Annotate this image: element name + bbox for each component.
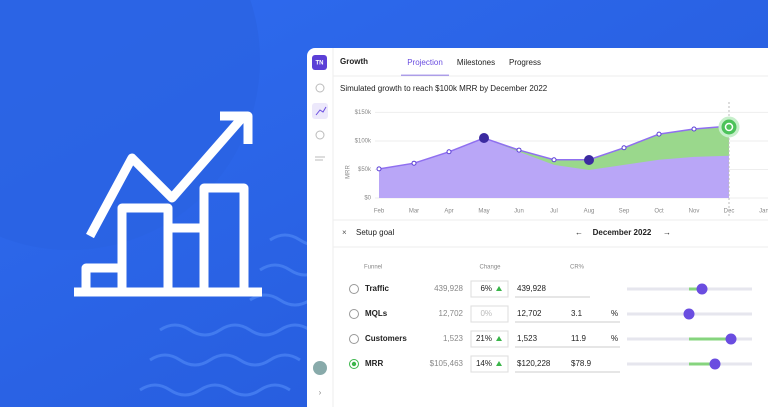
tab[interactable]: Progress bbox=[509, 58, 541, 67]
target: 1,523 bbox=[517, 334, 538, 343]
goal-marker-inner bbox=[724, 122, 734, 132]
current: 12,702 bbox=[439, 309, 464, 318]
page-title: Growth bbox=[340, 57, 368, 66]
x-tick-label: Jun bbox=[514, 209, 524, 215]
cr-unit: % bbox=[611, 334, 618, 343]
milestone-flag[interactable] bbox=[584, 155, 594, 165]
point bbox=[621, 145, 627, 151]
chart: $0 $50k $100k $150k Feb Mar Apr May Jun Jul Aug Sep… bbox=[355, 102, 768, 218]
col-header: Change bbox=[479, 265, 501, 271]
next-month[interactable]: → bbox=[663, 228, 671, 237]
avatar[interactable] bbox=[313, 361, 327, 375]
bg-circle bbox=[0, 0, 260, 250]
change-input[interactable] bbox=[470, 355, 509, 373]
current: $105,463 bbox=[430, 359, 464, 368]
row-name: MRR bbox=[365, 359, 383, 368]
checkbox[interactable] bbox=[349, 334, 359, 344]
milestone-flag[interactable] bbox=[479, 133, 489, 143]
change: 21% bbox=[476, 334, 492, 343]
checkbox-dot bbox=[351, 361, 357, 367]
tab[interactable]: Milestones bbox=[457, 58, 495, 67]
row-name: Customers bbox=[365, 334, 407, 343]
x-tick-label: Mar bbox=[409, 209, 419, 215]
chart-title: Simulated growth to reach $100k MRR by D… bbox=[340, 84, 548, 93]
change-input[interactable] bbox=[470, 330, 509, 348]
target: $120,228 bbox=[517, 359, 551, 368]
slider-thumb[interactable] bbox=[696, 283, 708, 295]
y-axis-label: MRR bbox=[346, 165, 352, 179]
up-arrow bbox=[496, 336, 502, 341]
target: 439,928 bbox=[517, 284, 546, 293]
change: 6% bbox=[480, 284, 492, 293]
y-tick-label: $100k bbox=[355, 139, 372, 145]
point bbox=[516, 147, 522, 153]
point bbox=[376, 166, 382, 172]
goal-label: Setup goal bbox=[356, 228, 394, 237]
col-header: Funnel bbox=[364, 265, 382, 271]
tab[interactable]: Projection bbox=[407, 58, 443, 67]
brand: TN bbox=[316, 61, 324, 67]
cr-unit: % bbox=[611, 309, 618, 318]
funnel-rows: Traffic 439,928 6% 439,928 MQLs 12,702 0% 12,70… bbox=[349, 280, 752, 373]
change: 0% bbox=[480, 309, 492, 318]
slider-thumb[interactable] bbox=[709, 358, 721, 370]
y-tick-label: $150k bbox=[355, 110, 372, 116]
checkbox[interactable] bbox=[349, 309, 359, 319]
up-arrow bbox=[496, 286, 502, 291]
slider-thumb[interactable] bbox=[725, 333, 737, 345]
point bbox=[551, 157, 557, 163]
x-tick-label: Jul bbox=[550, 209, 558, 215]
slider-thumb[interactable] bbox=[683, 308, 695, 320]
cr: $78.9 bbox=[571, 359, 592, 368]
x-tick-label: Nov bbox=[689, 209, 700, 215]
expand[interactable]: › bbox=[319, 388, 322, 397]
row-name: MQLs bbox=[365, 309, 388, 318]
x-tick-label: Feb bbox=[374, 209, 385, 215]
cr: 3.1 bbox=[571, 309, 583, 318]
brand-badge bbox=[312, 55, 327, 70]
point bbox=[446, 149, 452, 155]
x-tick-label: Oct bbox=[654, 209, 664, 215]
x-tick-label: Jan bbox=[759, 209, 768, 215]
goal-month: December 2022 bbox=[593, 228, 652, 237]
point bbox=[411, 160, 417, 166]
col-header: CR% bbox=[570, 265, 585, 271]
point bbox=[656, 131, 662, 137]
point bbox=[691, 126, 697, 132]
sidebar-icons bbox=[312, 83, 328, 161]
target: 12,702 bbox=[517, 309, 542, 318]
checkbox[interactable] bbox=[349, 284, 359, 294]
x-tick-label: Sep bbox=[619, 209, 630, 215]
current: 439,928 bbox=[434, 284, 463, 293]
area bbox=[379, 138, 729, 198]
x-tick-label: Apr bbox=[444, 209, 453, 215]
change: 14% bbox=[476, 359, 492, 368]
y-tick-label: $0 bbox=[364, 196, 371, 202]
goal-marker bbox=[718, 116, 740, 138]
change-input[interactable] bbox=[470, 305, 509, 323]
change-input[interactable] bbox=[470, 280, 509, 298]
y-tick-label: $50k bbox=[358, 167, 372, 173]
current: 1,523 bbox=[443, 334, 464, 343]
prev-month[interactable]: ← bbox=[575, 228, 583, 237]
close[interactable]: × bbox=[342, 228, 347, 237]
up-arrow bbox=[496, 361, 502, 366]
cr: 11.9 bbox=[571, 334, 587, 343]
growth-icon bbox=[74, 111, 262, 297]
row-name: Traffic bbox=[365, 284, 390, 293]
x-tick-label: May bbox=[478, 209, 489, 215]
x-tick-label: Aug bbox=[584, 209, 595, 215]
